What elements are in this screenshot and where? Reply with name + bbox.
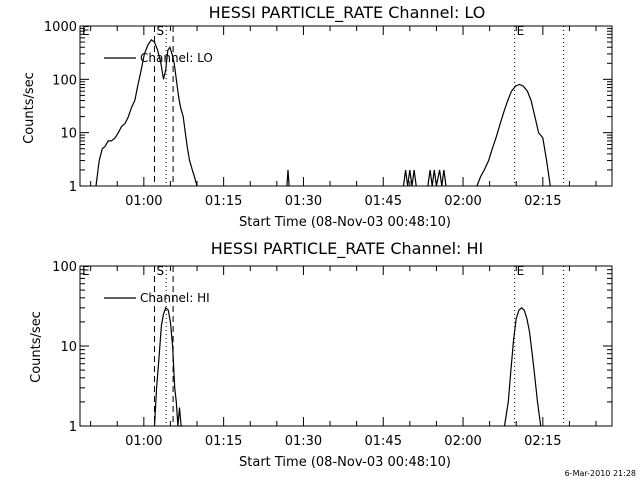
panel-hi-title: HESSI PARTICLE_RATE Channel: HI — [211, 239, 484, 259]
panel-hi-ylabel: Counts/sec — [29, 311, 44, 383]
panel-hi-series-line — [153, 306, 183, 427]
panel-lo-xtick-label: 02:00 — [444, 194, 481, 209]
panel-lo-marker-label: S — [156, 24, 164, 38]
panel-hi-marker-label: E — [82, 264, 90, 278]
panel-hi-xtick-label: 02:00 — [444, 434, 481, 449]
panel-lo-xtick-label: 01:00 — [125, 194, 162, 209]
panel-lo-series-line — [402, 169, 417, 187]
panel-hi-ytick-label: 100 — [52, 260, 77, 275]
panel-hi-plot: 1 10 100 01:00 01:15 01:30 01:45 02:00 02:15 E S E — [52, 260, 613, 449]
panel-hi-xtick-label: 02:15 — [524, 434, 561, 449]
panel-lo-xtick-label: 01:30 — [285, 194, 322, 209]
panel-hi-legend-label: Channel: HI — [140, 291, 210, 305]
panel-hi-xtick-label: 01:30 — [285, 434, 322, 449]
footer-date: 6-Mar-2010 21:28 — [565, 469, 636, 478]
panel-hi-xtick-label: 01:00 — [125, 434, 162, 449]
panel-lo-ytick-label: 1000 — [44, 20, 77, 35]
panel-lo-marker-label: E — [517, 24, 525, 38]
panel-hi-xtick-label: 01:45 — [365, 434, 402, 449]
panel-hi-ytick-label: 1 — [69, 420, 77, 435]
panel-lo-xlabel: Start Time (08-Nov-03 00:48:10) — [239, 215, 451, 230]
panel-lo-legend-label: Channel: LO — [140, 51, 213, 65]
panel-lo-series-line — [95, 38, 198, 187]
panel-lo-ytick-label: 1 — [69, 180, 77, 195]
panel-lo-xtick-label: 01:15 — [205, 194, 242, 209]
panel-lo-plot: 1 10 100 1000 01:00 01:15 01:30 01:45 02:00 02:15… — [44, 20, 613, 209]
panel-lo-title: HESSI PARTICLE_RATE Channel: LO — [209, 3, 486, 23]
panel-lo-series-line — [286, 169, 290, 187]
panel-lo: HESSI PARTICLE_RATE Channel: LO Counts/s… — [22, 3, 485, 230]
panel-lo-marker-label: E — [82, 24, 90, 38]
panel-hi-ytick-label: 10 — [60, 340, 77, 355]
panel-lo-ytick-label: 100 — [52, 73, 77, 88]
panel-lo-series-line — [427, 169, 447, 187]
panel-hi-legend: Channel: HI — [104, 291, 210, 305]
panel-hi-marker-label: E — [517, 264, 525, 278]
panel-lo-ytick-label: 10 — [60, 127, 77, 142]
panel-lo-xtick-label: 02:15 — [524, 194, 561, 209]
panel-lo-ylabel: Counts/sec — [22, 72, 37, 144]
panel-hi: HESSI PARTICLE_RATE Channel: HI Counts/s… — [29, 239, 483, 470]
panel-lo-xtick-label: 01:45 — [365, 194, 402, 209]
panel-lo-frame — [79, 25, 613, 187]
panel-hi-xlabel: Start Time (08-Nov-03 00:48:10) — [239, 455, 451, 470]
panel-lo-series-line — [476, 83, 551, 187]
panel-hi-marker-label: S — [156, 264, 164, 278]
panel-hi-series-line — [503, 306, 542, 427]
panel-hi-xtick-label: 01:15 — [205, 434, 242, 449]
